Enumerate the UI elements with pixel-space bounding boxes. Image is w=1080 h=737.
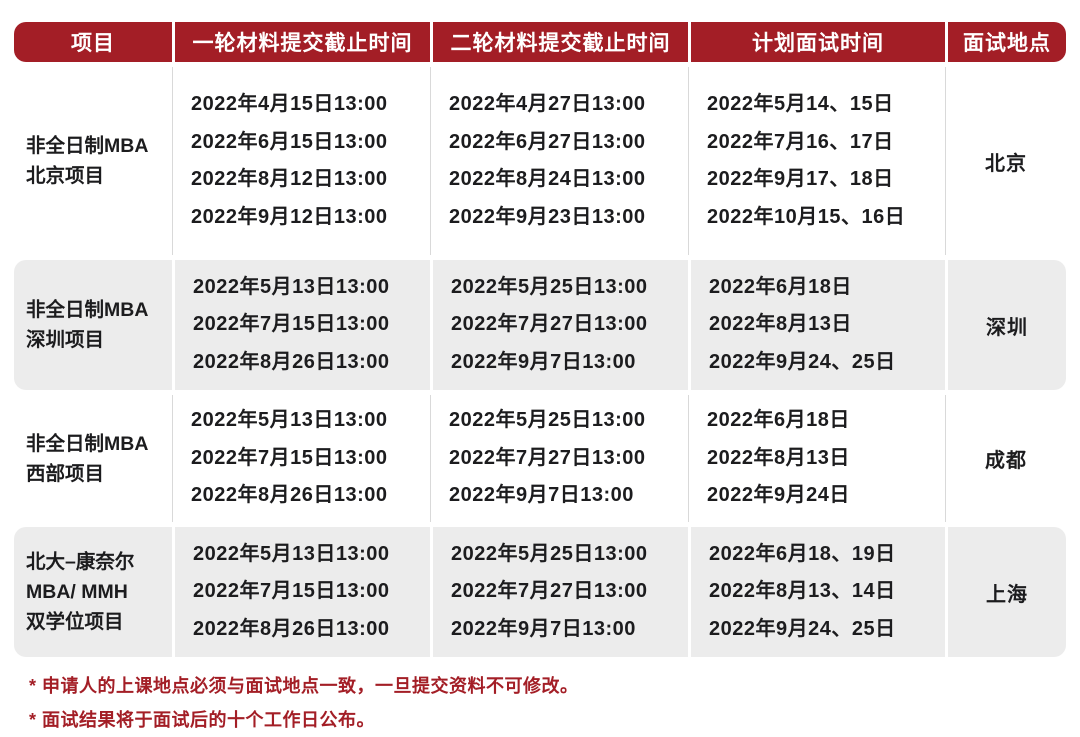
- deadline-date: 2022年4月15日13:00: [191, 93, 388, 115]
- admission-schedule-table: 项目 一轮材料提交截止时间 二轮材料提交截止时间 计划面试时间 面试地点 非全日…: [14, 22, 1066, 657]
- cell-location-west: 成都: [945, 395, 1066, 522]
- program-line: 非全日制MBA: [26, 135, 149, 157]
- location-label: 北京: [985, 152, 1027, 175]
- interview-date: 2022年9月24日: [707, 484, 850, 507]
- cell-round2-cornell: 2022年5月25日13:00 2022年7月27日13:00 2022年9月7…: [430, 527, 688, 657]
- cell-round1-cornell: 2022年5月13日13:00 2022年7月15日13:00 2022年8月2…: [172, 527, 430, 657]
- program-line: 北京项目: [26, 165, 105, 187]
- cell-interview-cornell: 2022年6月18、19日 2022年8月13、14日 2022年9月24、25…: [688, 527, 945, 657]
- program-line: 双学位项目: [26, 611, 124, 633]
- cell-program-west: 非全日制MBA 西部项目: [14, 395, 172, 522]
- program-line: 西部项目: [26, 462, 105, 485]
- cell-round1-west: 2022年5月13日13:00 2022年7月15日13:00 2022年8月2…: [172, 395, 430, 522]
- header-interview-location: 面试地点: [945, 22, 1066, 62]
- deadline-date: 2022年8月26日13:00: [193, 617, 390, 640]
- program-line: MBA/ MMH: [26, 581, 128, 603]
- cell-location-cornell: 上海: [945, 527, 1066, 657]
- interview-date: 2022年9月24、25日: [709, 617, 896, 640]
- program-line: 非全日制MBA: [26, 432, 149, 455]
- cell-round2-beijing: 2022年4月27日13:00 2022年6月27日13:00 2022年8月2…: [430, 67, 688, 255]
- deadline-date: 2022年8月26日13:00: [193, 350, 390, 373]
- deadline-date: 2022年7月27日13:00: [449, 446, 646, 469]
- header-program: 项目: [14, 22, 172, 62]
- cell-program-beijing: 非全日制MBA 北京项目: [14, 67, 172, 255]
- program-line: 非全日制MBA: [26, 299, 149, 321]
- interview-date: 2022年7月16、17日: [707, 130, 894, 153]
- location-label: 上海: [986, 583, 1028, 606]
- deadline-date: 2022年7月15日13:00: [191, 446, 388, 469]
- deadline-date: 2022年5月25日13:00: [449, 409, 646, 432]
- deadline-date: 2022年5月13日13:00: [193, 275, 390, 298]
- deadline-date: 2022年5月25日13:00: [451, 542, 648, 565]
- footnote-location-rule: * 申请人的上课地点必须与面试地点一致，一旦提交资料不可修改。: [29, 676, 579, 696]
- deadline-date: 2022年9月12日13:00: [191, 205, 388, 228]
- deadline-date: 2022年7月15日13:00: [193, 580, 390, 603]
- cell-location-shenzhen: 深圳: [945, 260, 1066, 390]
- cell-round1-shenzhen: 2022年5月13日13:00 2022年7月15日13:00 2022年8月2…: [172, 260, 430, 390]
- cell-interview-west: 2022年6月18日 2022年8月13日 2022年9月24日: [688, 395, 945, 522]
- deadline-date: 2022年8月24日13:00: [449, 168, 646, 190]
- deadline-date: 2022年8月12日13:00: [191, 168, 388, 190]
- deadline-date: 2022年9月7日13:00: [451, 350, 636, 373]
- deadline-date: 2022年7月27日13:00: [451, 580, 648, 603]
- location-label: 成都: [985, 450, 1027, 472]
- header-round1-deadline: 一轮材料提交截止时间: [172, 22, 430, 62]
- location-label: 深圳: [986, 316, 1028, 339]
- interview-date: 2022年8月13、14日: [709, 580, 896, 603]
- cell-program-cornell: 北大–康奈尔 MBA/ MMH 双学位项目: [14, 527, 172, 657]
- interview-date: 2022年9月24、25日: [709, 350, 896, 373]
- deadline-date: 2022年5月13日13:00: [193, 542, 390, 565]
- interview-date: 2022年9月17、18日: [707, 168, 894, 190]
- cell-round2-shenzhen: 2022年5月25日13:00 2022年7月27日13:00 2022年9月7…: [430, 260, 688, 390]
- deadline-date: 2022年7月15日13:00: [193, 313, 390, 336]
- cell-round1-beijing: 2022年4月15日13:00 2022年6月15日13:00 2022年8月1…: [172, 67, 430, 255]
- cell-location-beijing: 北京: [945, 67, 1066, 255]
- deadline-date: 2022年6月15日13:00: [191, 130, 388, 153]
- deadline-date: 2022年5月13日13:00: [191, 409, 388, 432]
- deadline-date: 2022年4月27日13:00: [449, 93, 646, 115]
- interview-date: 2022年10月15、16日: [707, 205, 906, 228]
- footnote-results-rule: * 面试结果将于面试后的十个工作日公布。: [29, 710, 376, 730]
- footnotes: * 申请人的上课地点必须与面试地点一致，一旦提交资料不可修改。 * 面试结果将于…: [29, 669, 1066, 737]
- interview-date: 2022年8月13日: [707, 446, 850, 469]
- deadline-date: 2022年9月7日13:00: [451, 617, 636, 640]
- cell-interview-beijing: 2022年5月14、15日 2022年7月16、17日 2022年9月17、18…: [688, 67, 945, 255]
- cell-program-shenzhen: 非全日制MBA 深圳项目: [14, 260, 172, 390]
- header-round2-deadline: 二轮材料提交截止时间: [430, 22, 688, 62]
- deadline-date: 2022年9月23日13:00: [449, 205, 646, 228]
- program-line: 北大–康奈尔: [26, 551, 135, 573]
- deadline-date: 2022年5月25日13:00: [451, 275, 648, 298]
- cell-round2-west: 2022年5月25日13:00 2022年7月27日13:00 2022年9月7…: [430, 395, 688, 522]
- interview-date: 2022年6月18、19日: [709, 542, 896, 565]
- interview-date: 2022年6月18日: [709, 275, 852, 298]
- deadline-date: 2022年6月27日13:00: [449, 130, 646, 153]
- deadline-date: 2022年8月26日13:00: [191, 484, 388, 507]
- interview-date: 2022年5月14、15日: [707, 93, 894, 115]
- deadline-date: 2022年9月7日13:00: [449, 484, 634, 507]
- deadline-date: 2022年7月27日13:00: [451, 313, 648, 336]
- interview-date: 2022年6月18日: [707, 409, 850, 432]
- program-line: 深圳项目: [26, 329, 105, 351]
- interview-date: 2022年8月13日: [709, 313, 852, 336]
- cell-interview-shenzhen: 2022年6月18日 2022年8月13日 2022年9月24、25日: [688, 260, 945, 390]
- header-interview-time: 计划面试时间: [688, 22, 945, 62]
